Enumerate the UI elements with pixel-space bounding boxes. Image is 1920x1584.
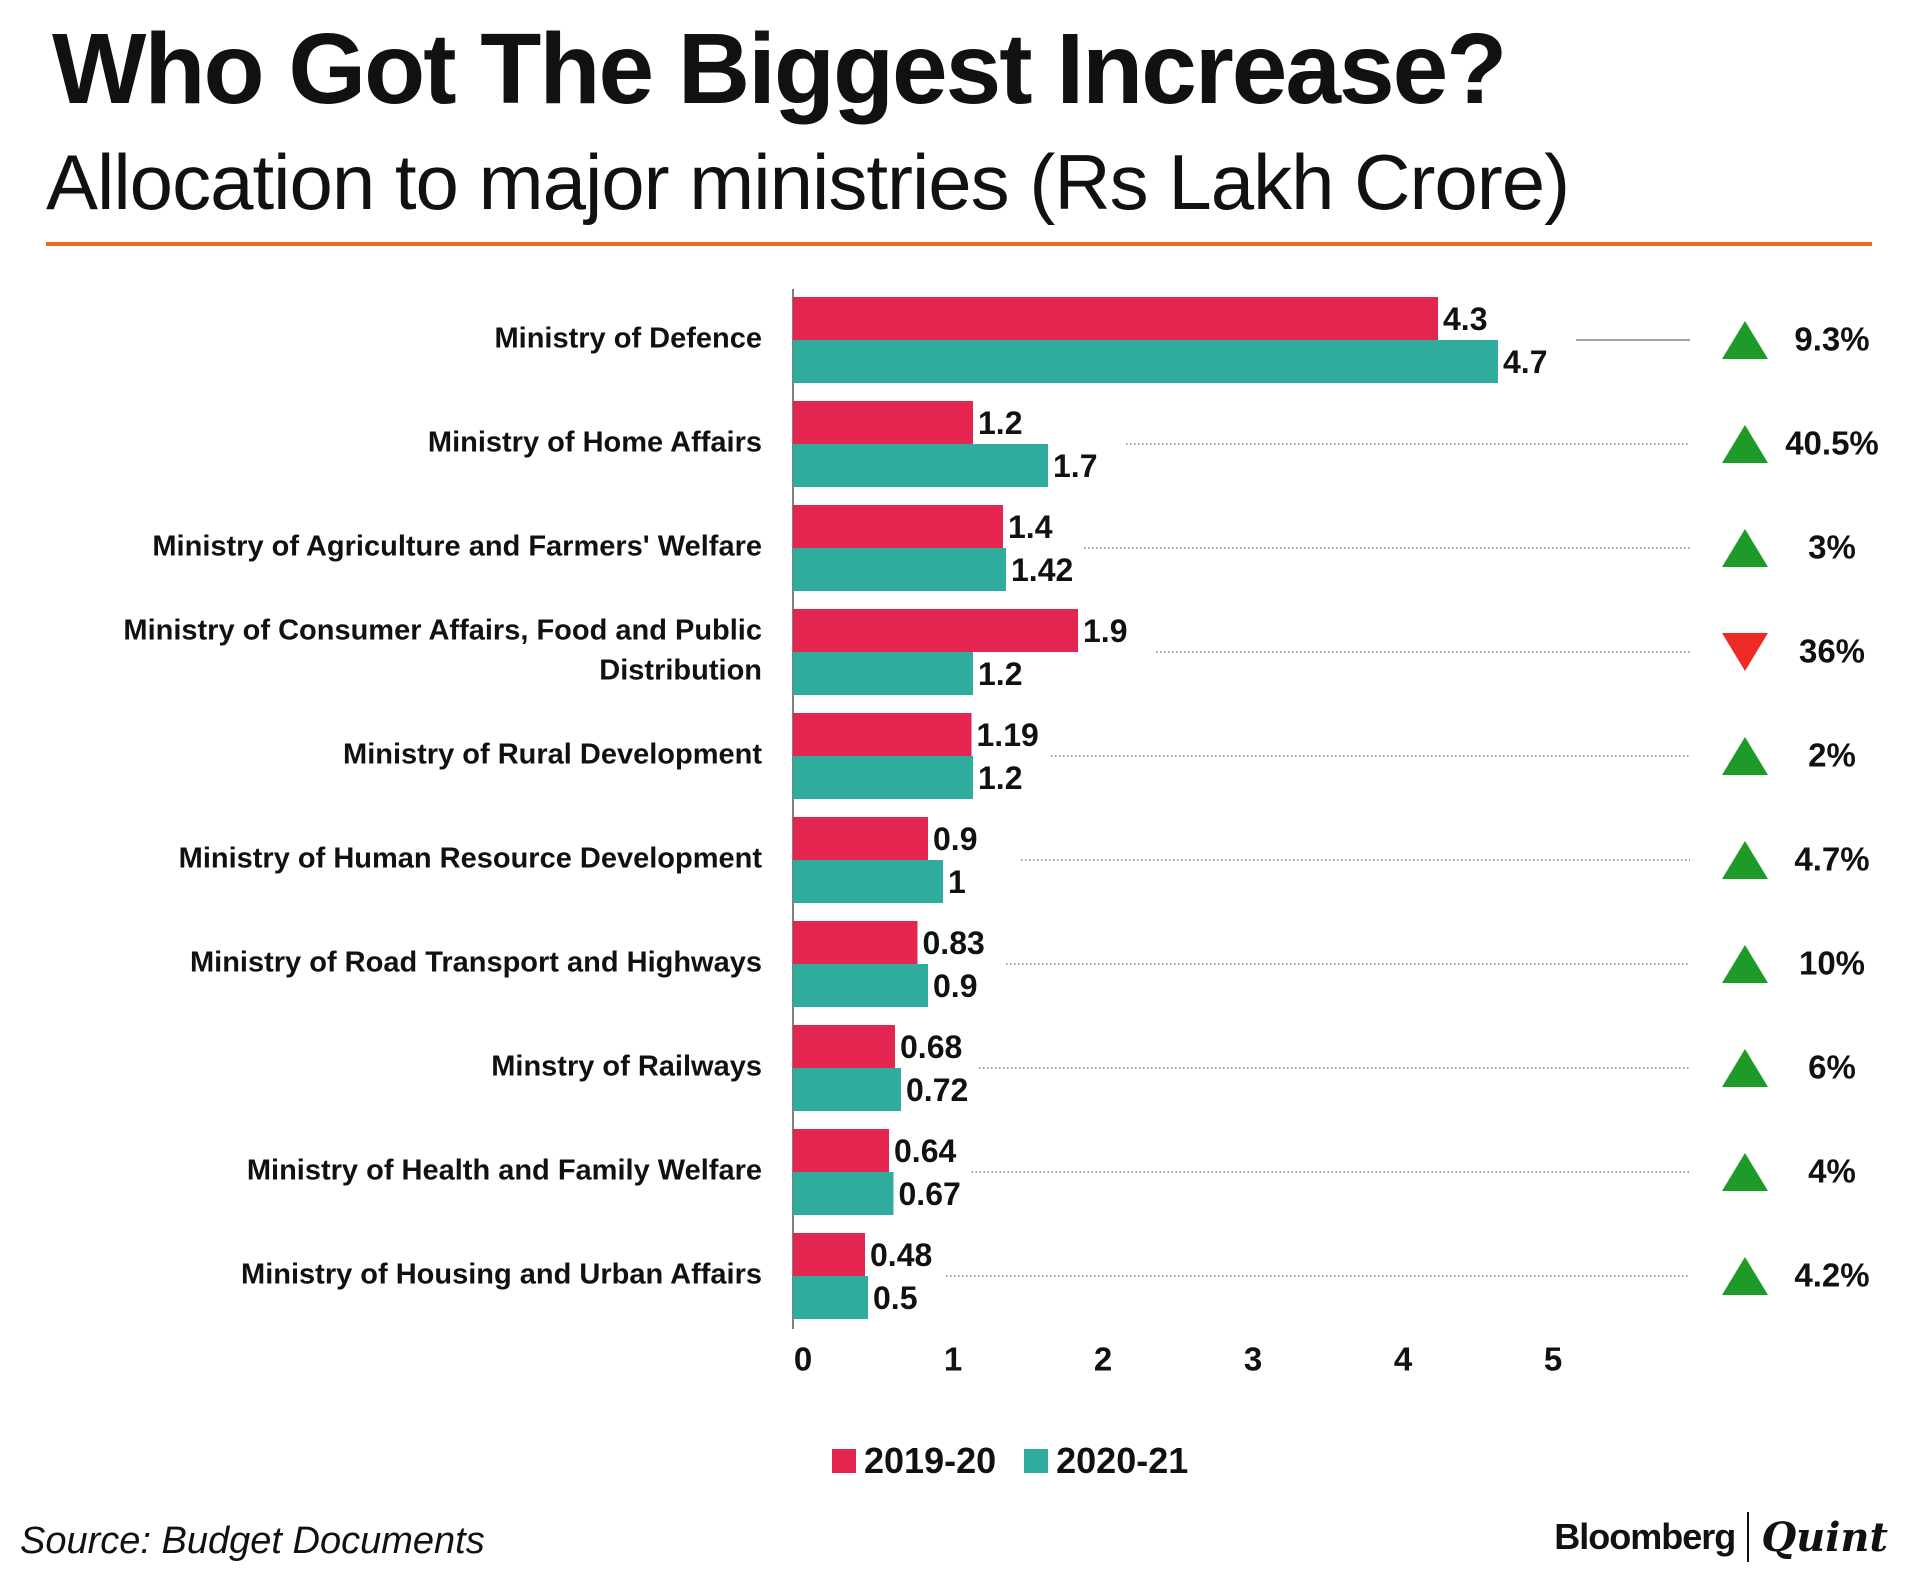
source-note: Source: Budget Documents bbox=[20, 1520, 485, 1562]
category-label: Distribution bbox=[599, 655, 762, 687]
bar-2020-21 bbox=[793, 1276, 868, 1319]
category-label: Minstry of Railways bbox=[491, 1051, 762, 1083]
chart-legend: 2019-20 2020-21 bbox=[832, 1440, 1216, 1482]
data-label-2019-20: 0.64 bbox=[894, 1133, 956, 1169]
chart-subtitle: Allocation to major ministries (Rs Lakh … bbox=[46, 138, 1570, 226]
category-label: Ministry of Health and Family Welfare bbox=[247, 1155, 762, 1187]
change-percent-label: 3% bbox=[1808, 529, 1856, 566]
bar-2019-20 bbox=[793, 609, 1078, 652]
legend-item-2020-21: 2020-21 bbox=[1024, 1440, 1188, 1482]
category-label: Ministry of Home Affairs bbox=[428, 427, 762, 459]
bar-2020-21 bbox=[793, 860, 943, 903]
data-label-2020-21: 4.7 bbox=[1503, 344, 1547, 380]
title-divider bbox=[46, 242, 1872, 246]
brand-logo: Bloomberg Quint bbox=[1554, 1512, 1888, 1562]
x-tick-label: 0 bbox=[794, 1341, 812, 1378]
legend-item-2019-20: 2019-20 bbox=[832, 1440, 996, 1482]
change-up-arrow-icon bbox=[1722, 841, 1768, 879]
category-label: Ministry of Defence bbox=[495, 323, 763, 355]
change-percent-label: 4.2% bbox=[1794, 1257, 1869, 1294]
legend-swatch-2020-21 bbox=[1024, 1449, 1049, 1473]
change-percent-label: 36% bbox=[1799, 633, 1865, 670]
x-tick-label: 3 bbox=[1244, 1341, 1262, 1378]
data-label-2019-20: 1.9 bbox=[1083, 613, 1127, 649]
data-label-2019-20: 0.48 bbox=[870, 1237, 932, 1273]
data-label-2019-20: 1.2 bbox=[978, 405, 1022, 441]
data-label-2020-21: 1.2 bbox=[978, 760, 1022, 796]
bar-2020-21 bbox=[793, 444, 1048, 487]
brand-separator bbox=[1747, 1512, 1750, 1562]
data-label-2020-21: 0.5 bbox=[873, 1280, 917, 1316]
category-label: Ministry of Road Transport and Highways bbox=[190, 947, 762, 979]
bar-2019-20 bbox=[793, 921, 918, 964]
category-label: Ministry of Rural Development bbox=[343, 739, 762, 771]
data-label-2019-20: 0.68 bbox=[900, 1029, 962, 1065]
bar-2019-20 bbox=[793, 713, 972, 756]
bar-2020-21 bbox=[793, 1068, 901, 1111]
bar-2020-21 bbox=[793, 652, 973, 695]
data-label-2020-21: 1.7 bbox=[1053, 448, 1097, 484]
change-percent-label: 4.7% bbox=[1794, 841, 1869, 878]
x-tick-label: 1 bbox=[944, 1341, 962, 1378]
data-label-2020-21: 0.9 bbox=[933, 968, 977, 1004]
bar-chart: Ministry of Defence 4.3 4.7 9.3% Ministry of… bbox=[123, 289, 1879, 1378]
data-label-2020-21: 0.67 bbox=[899, 1176, 961, 1212]
change-up-arrow-icon bbox=[1722, 425, 1768, 463]
bar-2019-20 bbox=[793, 297, 1438, 340]
change-up-arrow-icon bbox=[1722, 529, 1768, 567]
bar-2020-21 bbox=[793, 756, 973, 799]
bar-2020-21 bbox=[793, 964, 928, 1007]
data-label-2019-20: 0.9 bbox=[933, 821, 977, 857]
data-label-2019-20: 4.3 bbox=[1443, 301, 1487, 337]
change-percent-label: 6% bbox=[1808, 1049, 1856, 1086]
change-percent-label: 9.3% bbox=[1794, 321, 1869, 358]
change-percent-label: 40.5% bbox=[1785, 425, 1879, 462]
bar-2019-20 bbox=[793, 505, 1003, 548]
legend-label-2020-21: 2020-21 bbox=[1056, 1440, 1189, 1481]
bar-2020-21 bbox=[793, 340, 1498, 383]
legend-swatch-2019-20 bbox=[832, 1449, 856, 1473]
x-tick-label: 2 bbox=[1094, 1341, 1112, 1378]
data-label-2019-20: 1.4 bbox=[1008, 509, 1053, 545]
chart-title: Who Got The Biggest Increase? bbox=[52, 13, 1507, 125]
category-label: Ministry of Housing and Urban Affairs bbox=[241, 1259, 762, 1291]
data-label-2019-20: 1.19 bbox=[977, 717, 1039, 753]
change-up-arrow-icon bbox=[1722, 945, 1768, 983]
change-up-arrow-icon bbox=[1722, 1049, 1768, 1087]
category-label: Ministry of Consumer Affairs, Food and P… bbox=[123, 615, 762, 647]
bar-2020-21 bbox=[793, 548, 1006, 591]
x-tick-label: 5 bbox=[1544, 1341, 1562, 1378]
bar-2019-20 bbox=[793, 1129, 889, 1172]
brand-quint: Quint bbox=[1761, 1513, 1888, 1561]
category-label: Ministry of Human Resource Development bbox=[179, 843, 763, 875]
data-label-2020-21: 1.2 bbox=[978, 656, 1022, 692]
bar-2019-20 bbox=[793, 817, 928, 860]
data-label-2020-21: 1 bbox=[948, 864, 966, 900]
data-label-2020-21: 1.42 bbox=[1011, 552, 1073, 588]
category-label: Ministry of Agriculture and Farmers' Wel… bbox=[152, 531, 762, 563]
x-tick-label: 4 bbox=[1394, 1341, 1413, 1378]
data-label-2020-21: 0.72 bbox=[906, 1072, 968, 1108]
brand-bloomberg: Bloomberg bbox=[1554, 1516, 1736, 1557]
change-down-arrow-icon bbox=[1722, 633, 1768, 671]
data-label-2019-20: 0.83 bbox=[923, 925, 985, 961]
bar-2019-20 bbox=[793, 1233, 865, 1276]
change-up-arrow-icon bbox=[1722, 1153, 1768, 1191]
legend-label-2019-20: 2019-20 bbox=[864, 1440, 997, 1481]
change-percent-label: 10% bbox=[1799, 945, 1865, 982]
change-up-arrow-icon bbox=[1722, 1257, 1768, 1295]
change-percent-label: 4% bbox=[1808, 1153, 1856, 1190]
change-up-arrow-icon bbox=[1722, 321, 1768, 359]
change-up-arrow-icon bbox=[1722, 737, 1768, 775]
bar-2020-21 bbox=[793, 1172, 894, 1215]
bar-2019-20 bbox=[793, 1025, 895, 1068]
bar-2019-20 bbox=[793, 401, 973, 444]
change-percent-label: 2% bbox=[1808, 737, 1856, 774]
